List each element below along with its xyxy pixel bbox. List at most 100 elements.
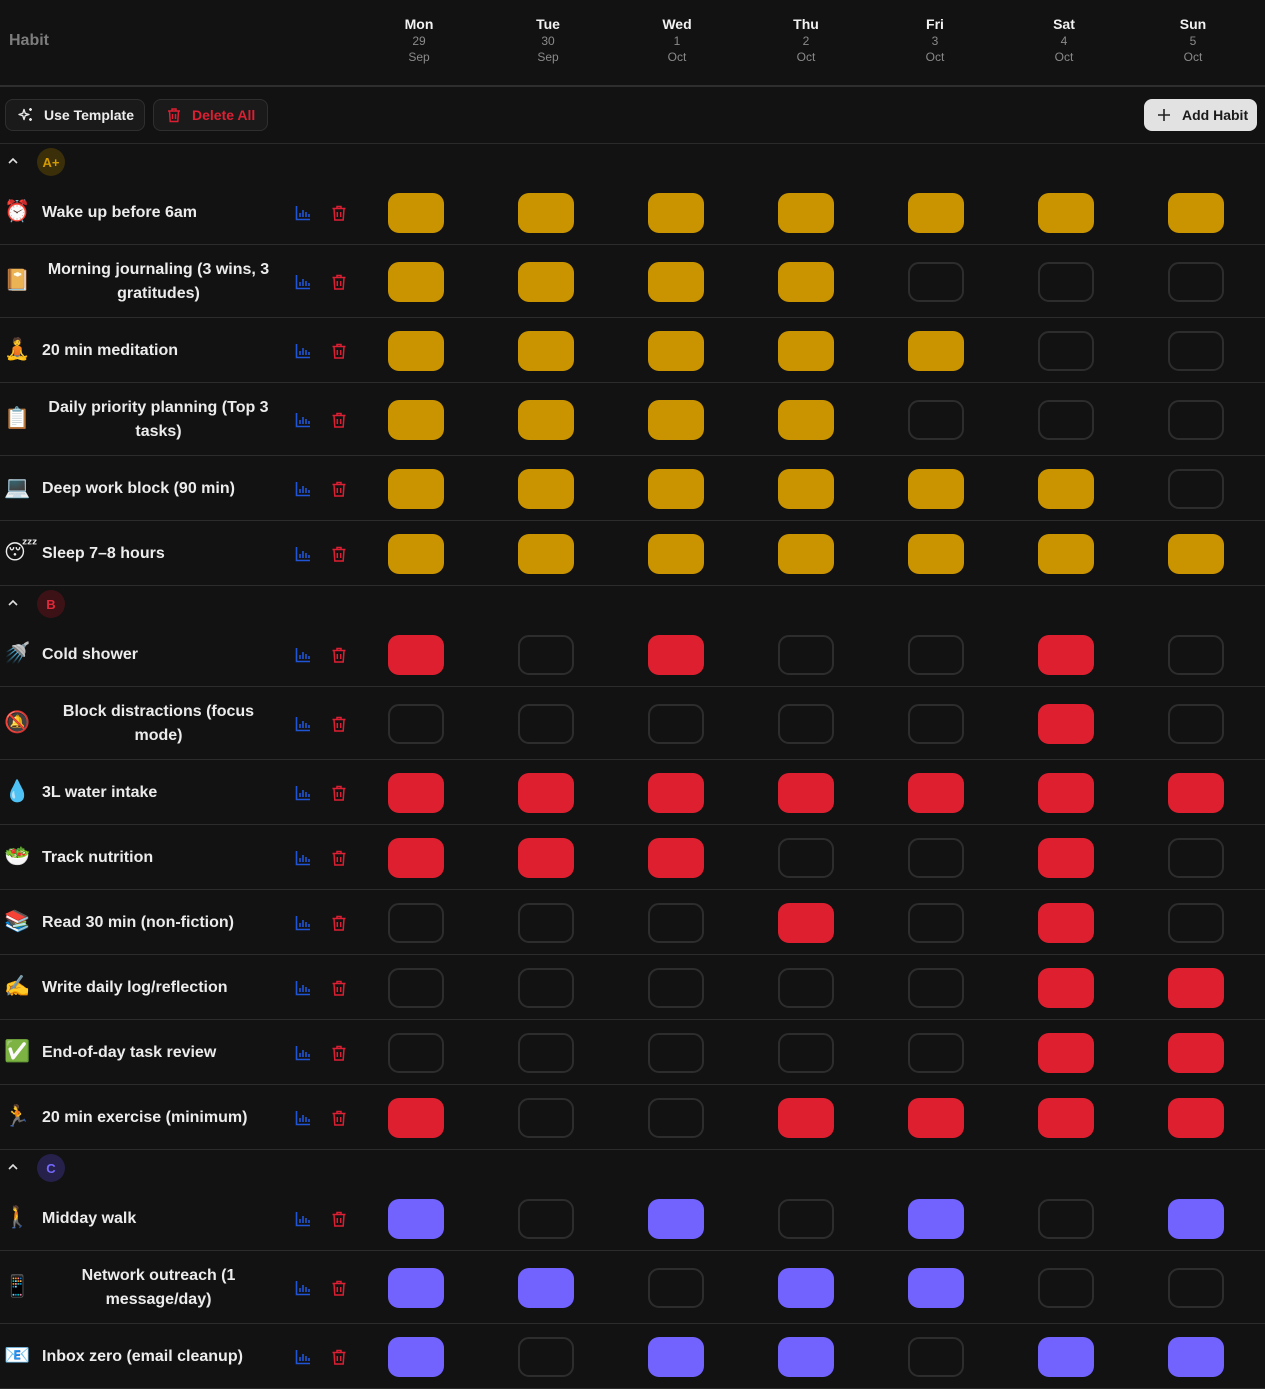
- check-cell-sat[interactable]: [1038, 399, 1094, 440]
- check-cell-thu[interactable]: [778, 192, 834, 233]
- chevron-up-icon[interactable]: [6, 1160, 20, 1174]
- check-cell-sat[interactable]: [1038, 1267, 1094, 1308]
- check-cell-sat[interactable]: [1038, 192, 1094, 233]
- check-cell-thu[interactable]: [778, 902, 834, 943]
- check-cell-thu[interactable]: [778, 1032, 834, 1073]
- stats-chart-icon[interactable]: [294, 784, 312, 802]
- check-cell-tue[interactable]: [518, 1097, 574, 1138]
- delete-habit-icon[interactable]: [330, 849, 348, 867]
- check-cell-mon[interactable]: [388, 399, 444, 440]
- check-cell-wed[interactable]: [648, 261, 704, 302]
- check-cell-mon[interactable]: [388, 703, 444, 744]
- check-cell-tue[interactable]: [518, 1267, 574, 1308]
- check-cell-thu[interactable]: [778, 837, 834, 878]
- add-habit-button[interactable]: Add Habit: [1144, 99, 1257, 131]
- delete-habit-icon[interactable]: [330, 1279, 348, 1297]
- check-cell-sat[interactable]: [1038, 1336, 1094, 1377]
- check-cell-tue[interactable]: [518, 330, 574, 371]
- check-cell-sat[interactable]: [1038, 468, 1094, 509]
- delete-habit-icon[interactable]: [330, 273, 348, 291]
- check-cell-mon[interactable]: [388, 1267, 444, 1308]
- check-cell-mon[interactable]: [388, 330, 444, 371]
- habit-name[interactable]: Daily priority planning (Top 3 tasks): [48, 398, 269, 440]
- habit-name[interactable]: Midday walk: [42, 1209, 137, 1227]
- check-cell-mon[interactable]: [388, 1097, 444, 1138]
- stats-chart-icon[interactable]: [294, 715, 312, 733]
- check-cell-sat[interactable]: [1038, 1032, 1094, 1073]
- delete-habit-icon[interactable]: [330, 646, 348, 664]
- check-cell-sat[interactable]: [1038, 1198, 1094, 1239]
- check-cell-sun[interactable]: [1168, 1097, 1224, 1138]
- check-cell-sun[interactable]: [1168, 772, 1224, 813]
- habit-name[interactable]: Write daily log/reflection: [42, 978, 228, 996]
- habit-name[interactable]: Deep work block (90 min): [42, 479, 235, 497]
- habit-name[interactable]: 20 min meditation: [42, 341, 179, 359]
- check-cell-tue[interactable]: [518, 837, 574, 878]
- check-cell-wed[interactable]: [648, 967, 704, 1008]
- check-cell-fri[interactable]: [908, 399, 964, 440]
- check-cell-thu[interactable]: [778, 967, 834, 1008]
- check-cell-sun[interactable]: [1168, 468, 1224, 509]
- stats-chart-icon[interactable]: [294, 1348, 312, 1366]
- check-cell-mon[interactable]: [388, 634, 444, 675]
- delete-habit-icon[interactable]: [330, 715, 348, 733]
- check-cell-tue[interactable]: [518, 192, 574, 233]
- check-cell-mon[interactable]: [388, 1198, 444, 1239]
- check-cell-thu[interactable]: [778, 634, 834, 675]
- delete-all-button[interactable]: Delete All: [153, 99, 268, 131]
- check-cell-sun[interactable]: [1168, 1267, 1224, 1308]
- check-cell-fri[interactable]: [908, 1097, 964, 1138]
- check-cell-sun[interactable]: [1168, 1198, 1224, 1239]
- delete-habit-icon[interactable]: [330, 1210, 348, 1228]
- check-cell-thu[interactable]: [778, 1267, 834, 1308]
- check-cell-fri[interactable]: [908, 967, 964, 1008]
- check-cell-tue[interactable]: [518, 1032, 574, 1073]
- check-cell-sat[interactable]: [1038, 533, 1094, 574]
- check-cell-thu[interactable]: [778, 772, 834, 813]
- check-cell-sat[interactable]: [1038, 634, 1094, 675]
- stats-chart-icon[interactable]: [294, 979, 312, 997]
- habit-name[interactable]: End-of-day task review: [42, 1043, 217, 1061]
- check-cell-sun[interactable]: [1168, 837, 1224, 878]
- check-cell-tue[interactable]: [518, 902, 574, 943]
- check-cell-wed[interactable]: [648, 399, 704, 440]
- check-cell-thu[interactable]: [778, 468, 834, 509]
- check-cell-wed[interactable]: [648, 837, 704, 878]
- check-cell-wed[interactable]: [648, 902, 704, 943]
- check-cell-thu[interactable]: [778, 1336, 834, 1377]
- habit-name[interactable]: Cold shower: [42, 645, 139, 663]
- delete-habit-icon[interactable]: [330, 1109, 348, 1127]
- check-cell-sun[interactable]: [1168, 634, 1224, 675]
- stats-chart-icon[interactable]: [294, 1044, 312, 1062]
- stats-chart-icon[interactable]: [294, 342, 312, 360]
- check-cell-sat[interactable]: [1038, 261, 1094, 302]
- check-cell-sun[interactable]: [1168, 1336, 1224, 1377]
- check-cell-tue[interactable]: [518, 468, 574, 509]
- check-cell-wed[interactable]: [648, 772, 704, 813]
- check-cell-wed[interactable]: [648, 533, 704, 574]
- delete-habit-icon[interactable]: [330, 411, 348, 429]
- stats-chart-icon[interactable]: [294, 204, 312, 222]
- check-cell-fri[interactable]: [908, 772, 964, 813]
- delete-habit-icon[interactable]: [330, 342, 348, 360]
- stats-chart-icon[interactable]: [294, 1210, 312, 1228]
- check-cell-mon[interactable]: [388, 533, 444, 574]
- stats-chart-icon[interactable]: [294, 646, 312, 664]
- chevron-up-icon[interactable]: [6, 154, 20, 168]
- stats-chart-icon[interactable]: [294, 480, 312, 498]
- check-cell-mon[interactable]: [388, 837, 444, 878]
- check-cell-mon[interactable]: [388, 967, 444, 1008]
- check-cell-thu[interactable]: [778, 399, 834, 440]
- check-cell-sun[interactable]: [1168, 192, 1224, 233]
- check-cell-fri[interactable]: [908, 703, 964, 744]
- check-cell-fri[interactable]: [908, 1198, 964, 1239]
- check-cell-sun[interactable]: [1168, 330, 1224, 371]
- check-cell-sun[interactable]: [1168, 533, 1224, 574]
- check-cell-sun[interactable]: [1168, 967, 1224, 1008]
- habit-name[interactable]: Wake up before 6am: [42, 203, 198, 221]
- stats-chart-icon[interactable]: [294, 1279, 312, 1297]
- check-cell-wed[interactable]: [648, 192, 704, 233]
- check-cell-wed[interactable]: [648, 330, 704, 371]
- check-cell-fri[interactable]: [908, 261, 964, 302]
- stats-chart-icon[interactable]: [294, 273, 312, 291]
